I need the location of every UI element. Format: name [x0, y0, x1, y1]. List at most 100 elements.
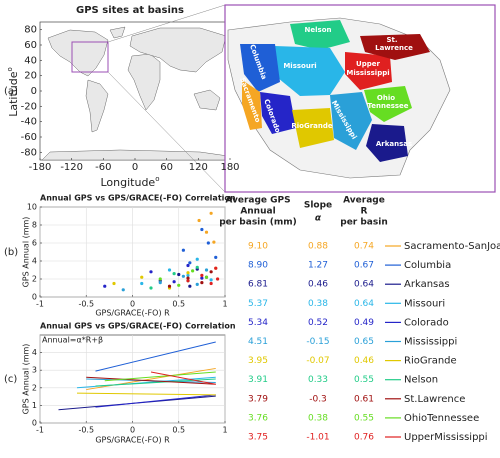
scatter-point: [186, 263, 190, 268]
basin-upper-mississippi: [345, 52, 392, 90]
legend-label: Mississippi: [404, 337, 457, 348]
basin-sacramento: [242, 80, 262, 130]
table-header: Annual: [240, 207, 275, 217]
chart-title: Annual GPS vs GPS/GRACE(-FO) Correlation: [40, 322, 236, 331]
scatter-point: [195, 265, 199, 269]
fit-line: [76, 392, 216, 396]
scatter-point: [214, 255, 218, 259]
scatter-point: [172, 272, 176, 276]
x-tick-label: 60: [160, 162, 173, 173]
legend-label: Arkansas: [404, 279, 450, 290]
table-cell: 0.33: [308, 375, 328, 385]
x-tick-label: 180: [220, 162, 239, 173]
table-cell: 0.74: [354, 242, 374, 252]
basin-label: Lawrence: [375, 44, 413, 52]
x-tick-label: 120: [189, 162, 208, 173]
y-tick-label: 0: [32, 293, 37, 302]
chart-title: GPS sites at basins: [76, 5, 184, 16]
table-cell: 0.49: [354, 318, 374, 328]
basin-label: St.: [386, 36, 397, 44]
scatter-point: [186, 276, 190, 280]
table-cell: 3.91: [248, 375, 268, 385]
x-tick-label: 0: [130, 300, 135, 309]
legend-label: Sacramento-SanJoaquin: [404, 241, 500, 252]
basin-label: Mississippi: [346, 69, 389, 77]
table-cell: 3.75: [248, 433, 268, 443]
x-tick-label: -1: [36, 426, 44, 435]
x-tick-label: -1: [36, 300, 44, 309]
x-tick-label: 0.5: [172, 426, 185, 435]
x-tick-label: -180: [29, 162, 52, 173]
scatter-point: [209, 211, 213, 215]
scatter-point: [158, 277, 162, 281]
table-cell: 6.81: [248, 280, 268, 290]
x-tick-label: -60: [95, 162, 111, 173]
y-tick-label: 4: [32, 257, 37, 266]
table-cell: 0.64: [354, 299, 374, 309]
table-cell: 0.46: [354, 356, 374, 366]
basin-label: Ohio: [377, 94, 395, 102]
table-cell: 5.37: [248, 299, 268, 309]
fit-line: [95, 341, 216, 372]
table-cell: 4.51: [248, 337, 268, 347]
basin-riogrande: [292, 108, 334, 148]
y-tick-label: 2: [32, 383, 37, 392]
table-cell: 3.95: [248, 356, 268, 366]
table-cell: 8.90: [248, 261, 268, 271]
table-header: Average GPS: [225, 196, 290, 206]
fit-line: [104, 371, 216, 382]
table-cell: 0.55: [354, 413, 374, 423]
legend-label: Columbia: [404, 260, 451, 271]
x-axis-label-sup: o: [155, 175, 159, 183]
table-cell: 5.34: [248, 318, 268, 328]
fit-line: [86, 376, 216, 385]
y-tick-label: -20: [21, 101, 37, 112]
table-cell: 0.65: [354, 337, 374, 347]
scatter-point: [167, 268, 172, 272]
y-tick-label: 0: [32, 419, 37, 428]
africa: [127, 53, 161, 111]
inset-map: [224, 4, 496, 193]
x-tick-label: -0.5: [78, 426, 94, 435]
y-tick-label: 0: [31, 86, 37, 97]
fit-line: [95, 394, 216, 408]
basin-columbia: [240, 44, 280, 92]
y-tick-label: 6: [32, 239, 37, 248]
x-axis-label: GPS/GRACE(-FO) R: [95, 436, 170, 445]
panel-label: (a): [4, 86, 18, 97]
basin-label: Tennessee: [367, 102, 408, 110]
basin-st-lawrence: [360, 34, 430, 60]
x-tick-label: 1: [222, 300, 227, 309]
scatter-point: [204, 275, 209, 279]
scatter-point: [209, 281, 213, 286]
table-cell: 1.27: [308, 261, 328, 271]
scatter-point: [103, 284, 107, 288]
scatter-point: [181, 274, 185, 278]
basin-label: Upper: [356, 60, 380, 68]
scatter-point: [209, 278, 213, 282]
scatter-point: [204, 268, 209, 272]
basin-arkansas: [366, 124, 408, 162]
table-cell: 0.46: [308, 280, 328, 290]
scatter-point: [204, 230, 209, 234]
table-header: Slope: [304, 201, 332, 211]
table-cell: 0.38: [308, 413, 328, 423]
y-tick-label: 8: [32, 221, 37, 230]
connector: [107, 71, 226, 193]
basin-nelson: [290, 20, 350, 50]
x-axis-label: Longitudeo: [100, 175, 159, 189]
scatter-point: [188, 284, 192, 288]
scatter-point: [197, 218, 201, 223]
scatter-point: [167, 284, 172, 288]
legend-label: Colorado: [404, 317, 449, 328]
y-tick-label: 3: [32, 366, 37, 375]
scatter-point: [200, 281, 204, 285]
scatter-point: [158, 281, 162, 285]
table-cell: 0.64: [354, 280, 374, 290]
scatter-point: [200, 273, 204, 277]
y-tick-label: 80: [24, 25, 37, 36]
scatter-point: [209, 270, 213, 274]
y-tick-label: 4: [32, 348, 37, 357]
y-tick-label: -80: [21, 147, 37, 158]
y-tick-label: 1: [32, 401, 37, 410]
